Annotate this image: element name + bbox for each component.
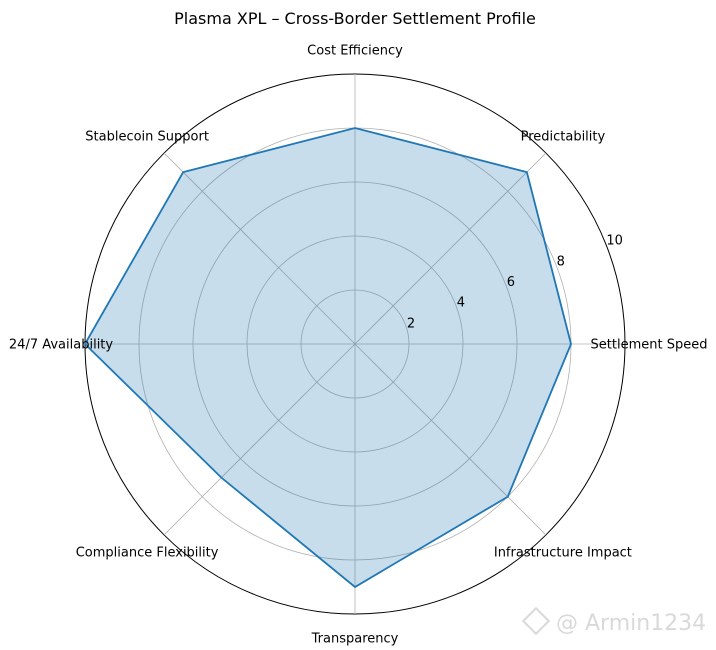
category-label: Compliance Flexibility <box>76 545 219 560</box>
grid-spoke <box>163 152 356 345</box>
grid-spokes <box>85 74 625 614</box>
category-label: Settlement Speed <box>591 338 708 353</box>
chart-title: Plasma XPL – Cross-Border Settlement Pro… <box>174 9 536 28</box>
category-label: Infrastructure Impact <box>494 545 632 560</box>
series-area <box>85 128 571 587</box>
radial-tick-label: 8 <box>557 254 565 269</box>
radial-tick-label: 2 <box>407 316 415 331</box>
category-labels: Settlement Speed Predictability Cost Effic… <box>9 44 708 647</box>
watermark-text: @ Armin1234 <box>556 611 707 636</box>
category-label: Cost Efficiency <box>307 44 403 59</box>
radial-tick-label: 4 <box>457 296 465 311</box>
radial-tick-labels: 2 4 6 8 10 <box>407 234 623 332</box>
category-label: Transparency <box>311 632 399 647</box>
radial-tick-label: 6 <box>507 275 515 290</box>
series-line <box>83 127 572 589</box>
grid-spoke <box>354 343 547 536</box>
data-series <box>83 127 572 589</box>
watermark: @ Armin1234 <box>521 606 707 636</box>
category-label: Stablecoin Support <box>85 130 209 145</box>
radial-tick-label: 10 <box>606 234 623 249</box>
category-label: Predictability <box>521 130 606 145</box>
grid-spoke <box>354 152 547 345</box>
category-label: 24/7 Availability <box>9 338 113 353</box>
grid-spoke <box>163 343 356 536</box>
watermark-logo-icon <box>521 606 551 636</box>
